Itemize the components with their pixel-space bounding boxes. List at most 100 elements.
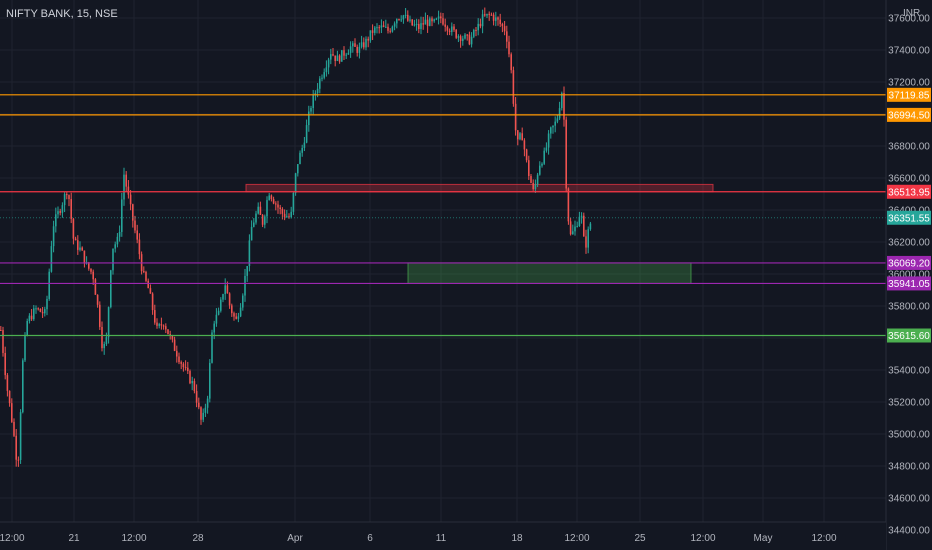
candle-body — [19, 412, 22, 460]
candle-body — [547, 133, 550, 148]
x-tick-label: 12:00 — [690, 533, 715, 544]
candle-body — [110, 270, 112, 308]
x-tick-label: 25 — [634, 533, 646, 544]
price-label-badge — [887, 276, 931, 291]
candle-body — [424, 19, 427, 25]
candle-body — [578, 216, 581, 227]
candle-body — [512, 70, 515, 104]
candle-body — [413, 24, 416, 26]
candle-body — [266, 200, 268, 217]
candle-body — [222, 294, 224, 300]
candle-body — [70, 199, 72, 219]
candle-body — [347, 52, 350, 55]
candle-body — [272, 199, 275, 204]
x-tick-label: 11 — [436, 533, 447, 544]
candle-body — [48, 271, 50, 299]
candle-body — [118, 231, 121, 237]
candle-body — [378, 27, 380, 29]
candle-body — [165, 326, 167, 330]
candle-body — [270, 195, 273, 200]
candle-body — [132, 204, 134, 221]
candle-body — [101, 326, 103, 349]
symbol-title: NIFTY BANK, 15, NSE — [6, 8, 118, 20]
grid — [0, 0, 886, 531]
candle-body — [68, 195, 70, 200]
candle-body — [470, 36, 473, 45]
candle-body — [116, 236, 119, 245]
candle-body — [178, 356, 180, 363]
candle-body — [563, 93, 565, 120]
candle-body — [420, 23, 422, 29]
y-tick-label: 37400.00 — [888, 46, 930, 57]
candle-body — [231, 305, 233, 314]
candle-body — [459, 36, 462, 41]
candle-body — [59, 211, 61, 213]
candle-body — [556, 118, 559, 122]
candle-body — [501, 24, 504, 27]
candle-body — [398, 19, 400, 21]
candle-body — [147, 280, 149, 289]
candle-body — [349, 46, 352, 53]
candle-body — [433, 19, 435, 22]
candle-body — [112, 248, 114, 271]
candle-body — [407, 14, 409, 21]
candle-body — [105, 337, 108, 345]
candle-body — [235, 316, 237, 319]
candle-body — [279, 207, 281, 209]
candle-body — [352, 43, 354, 47]
candle-body — [107, 307, 110, 338]
candle-body — [143, 271, 145, 273]
y-tick-label: 35200.00 — [888, 398, 930, 409]
candle-body — [182, 363, 185, 368]
y-tick-label: 35400.00 — [888, 366, 930, 377]
candle-body — [50, 246, 53, 272]
candle-body — [457, 36, 460, 38]
candle-body — [292, 192, 295, 212]
candle-body — [363, 42, 365, 48]
candle-body — [321, 77, 323, 79]
candle-body — [33, 308, 35, 320]
candle-body — [319, 78, 321, 89]
candle-body — [237, 316, 240, 319]
candle-body — [508, 41, 510, 55]
candle-body — [213, 323, 215, 333]
candle-body — [125, 174, 127, 187]
candle-body — [481, 14, 484, 27]
candle-body — [156, 322, 158, 326]
y-tick-label: 36800.00 — [888, 142, 930, 153]
candle-body — [160, 324, 163, 326]
candle-body — [468, 34, 471, 45]
candle-body — [422, 23, 424, 25]
candle-body — [242, 295, 244, 308]
price-label-badge — [887, 328, 931, 343]
candle-body — [24, 335, 26, 361]
candle-body — [253, 222, 255, 227]
candle-body — [332, 54, 334, 56]
candle-body — [400, 19, 402, 21]
candle-body — [250, 226, 253, 241]
candle-body — [536, 174, 539, 185]
price-label-badge — [887, 255, 931, 270]
candle-body — [217, 310, 220, 315]
zone-box — [407, 262, 692, 284]
candle-body — [530, 176, 532, 183]
candle-body — [583, 215, 585, 237]
candle-body — [521, 133, 523, 141]
currency-label: INR — [903, 8, 921, 19]
time-axis[interactable] — [0, 522, 886, 550]
candle-body — [206, 398, 209, 408]
candle-body — [572, 231, 574, 235]
candle-body — [561, 93, 563, 109]
x-tick-label: 28 — [192, 533, 204, 544]
y-tick-label: 36200.00 — [888, 238, 930, 249]
x-tick-label: May — [754, 533, 773, 544]
candle-body — [257, 206, 259, 214]
candle-body — [367, 38, 369, 41]
candle-body — [415, 23, 418, 25]
candle-body — [374, 27, 376, 33]
candle-body — [479, 23, 482, 27]
candle-body — [576, 226, 578, 228]
candle-body — [358, 46, 361, 53]
candle-body — [477, 23, 479, 31]
